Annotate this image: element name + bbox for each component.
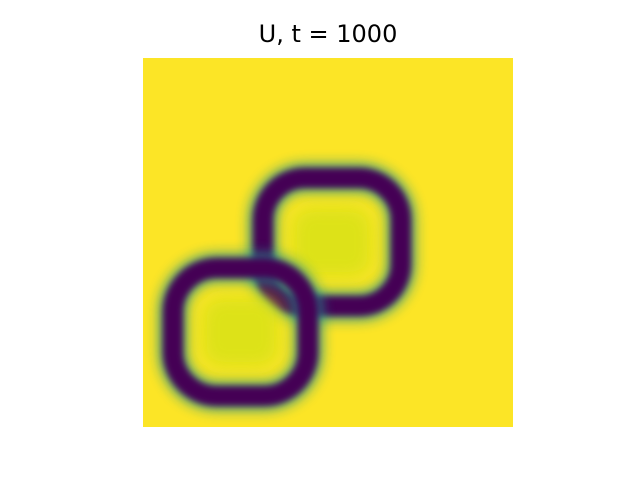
lower-left-ring-ring — [163, 258, 318, 406]
lower-left-ring-center — [201, 296, 280, 368]
upper-right-ring-ring — [253, 168, 411, 316]
upper-right-ring — [248, 163, 416, 321]
heatmap-svg — [143, 58, 513, 427]
upper-right-ring-center — [291, 206, 373, 278]
heatmap-plot-area — [143, 58, 513, 427]
lower-left-ring — [158, 253, 323, 411]
chart-title: U, t = 1000 — [258, 20, 398, 48]
heatmap-rings — [158, 163, 416, 411]
